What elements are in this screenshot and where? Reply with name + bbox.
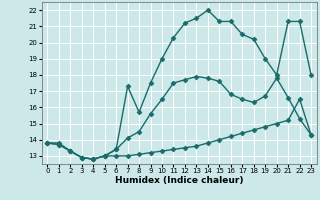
X-axis label: Humidex (Indice chaleur): Humidex (Indice chaleur) <box>115 176 244 185</box>
